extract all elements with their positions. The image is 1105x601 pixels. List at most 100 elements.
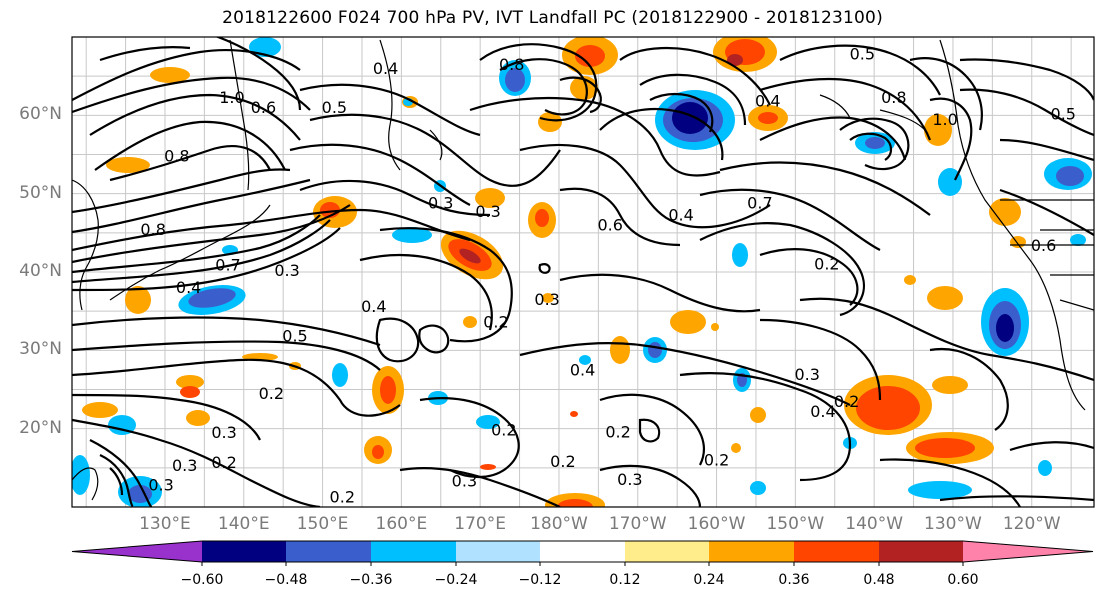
neg-anomaly-patch	[1056, 166, 1084, 186]
contour-label: 0.5	[282, 327, 307, 346]
contour-line	[638, 418, 661, 443]
pos-anomaly-patch	[475, 188, 505, 208]
lon-label: 130°W	[924, 514, 982, 534]
coastline	[229, 39, 250, 191]
colorbar-segment	[709, 541, 794, 562]
neg-anomaly-patch	[188, 288, 236, 308]
contour-label: 0.8	[164, 147, 189, 166]
coastline	[879, 109, 926, 131]
colorbar-segment	[286, 541, 371, 562]
contour-label: 0.7	[747, 194, 772, 213]
lon-label: 170°E	[454, 514, 506, 534]
contour-label: 0.4	[176, 278, 201, 297]
contour-line	[72, 418, 321, 507]
contour-line	[779, 44, 941, 96]
contour-line	[72, 227, 341, 292]
contour-line	[359, 253, 493, 331]
neg-anomaly-patch	[505, 68, 525, 92]
colorbar-tick-label: −0.48	[264, 572, 308, 588]
coastline	[72, 467, 99, 501]
contour-line	[929, 347, 1009, 431]
contour-label: 1.0	[932, 110, 957, 129]
pos-anomaly-patch	[727, 54, 743, 66]
contour-line	[72, 214, 321, 274]
contour-line	[109, 467, 124, 496]
pos-anomaly-patch	[459, 248, 481, 264]
contour-line	[109, 145, 271, 182]
colorbar-segment	[202, 541, 286, 562]
coastline	[109, 204, 271, 301]
colorbar-tick-label: −0.12	[518, 572, 562, 588]
colorbar-segment	[625, 541, 709, 562]
pos-anomaly-patch	[711, 323, 719, 331]
contour-line	[559, 187, 681, 247]
colorbar-tick-label: 0.36	[778, 572, 810, 588]
colorbar-tick-label: −0.60	[180, 572, 224, 588]
contour-line	[599, 393, 705, 466]
contour-label: 0.2	[834, 392, 859, 411]
contour-line	[72, 76, 311, 114]
lon-label: 180°W	[530, 514, 588, 534]
lat-lon-grid	[72, 37, 1094, 507]
pv-contour-lines	[72, 37, 1094, 507]
lon-label: 140°W	[845, 514, 904, 534]
colorbar-tick-label: 0.48	[863, 572, 895, 588]
contour-label: 0.3	[475, 202, 500, 221]
pos-anomaly-patch	[125, 286, 151, 314]
contour-line	[72, 316, 381, 347]
contour-label: 0.3	[428, 194, 453, 213]
contour-label: 0.6	[251, 98, 276, 117]
contour-label: 0.4	[755, 92, 780, 111]
contour-line	[72, 358, 401, 417]
contour-line	[538, 263, 551, 274]
colorbar-segment	[963, 541, 1093, 562]
contour-label: 0.2	[259, 384, 284, 403]
pos-anomaly-patch	[575, 45, 605, 67]
pos-anomaly-patch	[372, 445, 384, 459]
contour-label: 0.3	[452, 472, 477, 491]
lon-label: 160°W	[687, 514, 746, 534]
neg-anomaly-patch	[579, 355, 591, 365]
contour-line	[214, 37, 302, 111]
neg-anomaly-patch	[732, 243, 748, 267]
neg-anomaly-patch	[865, 137, 885, 149]
pos-anomaly-patch	[176, 375, 204, 389]
lon-label: 140°E	[217, 514, 270, 534]
lon-label: 160°E	[375, 514, 428, 534]
neg-anomaly-patch	[392, 227, 432, 243]
neg-anomaly-patch	[332, 363, 348, 387]
neg-anomaly-patch	[996, 314, 1014, 342]
contour-line	[799, 297, 1094, 382]
contour-line	[89, 439, 153, 507]
contour-label: 0.3	[172, 456, 197, 475]
colorbar-tick-label: 0.24	[693, 572, 725, 588]
lat-label: 40°N	[19, 261, 62, 281]
contour-line	[72, 393, 261, 441]
contour-line	[99, 454, 135, 507]
lon-label: 120°W	[1002, 514, 1061, 534]
pos-anomaly-patch	[989, 198, 1021, 226]
contour-line	[299, 179, 491, 217]
pos-anomaly-patch	[106, 157, 150, 173]
colorbar-segment	[879, 541, 963, 562]
lon-label: 150°W	[766, 514, 825, 534]
colorbar-segment	[371, 541, 456, 562]
lon-label: 130°E	[139, 514, 191, 534]
pos-anomaly-patch	[82, 402, 118, 418]
colorbar-segment	[72, 541, 202, 562]
contour-label: 0.2	[814, 255, 839, 274]
contour-line	[94, 120, 286, 171]
pos-anomaly-patch	[932, 376, 968, 394]
neg-anomaly-patch	[672, 102, 708, 134]
pos-anomaly-patch	[538, 112, 562, 132]
contour-line	[759, 248, 859, 306]
contour-label: 0.5	[850, 45, 875, 64]
contour-line	[299, 83, 481, 137]
contour-label: 0.4	[361, 297, 386, 316]
contour-label: 0.2	[605, 422, 630, 441]
pos-anomaly-patch	[670, 310, 706, 334]
neg-anomaly-patch	[108, 415, 136, 435]
contour-line	[959, 58, 1094, 101]
colorbar-segment	[540, 541, 625, 562]
contour-line	[619, 47, 771, 106]
